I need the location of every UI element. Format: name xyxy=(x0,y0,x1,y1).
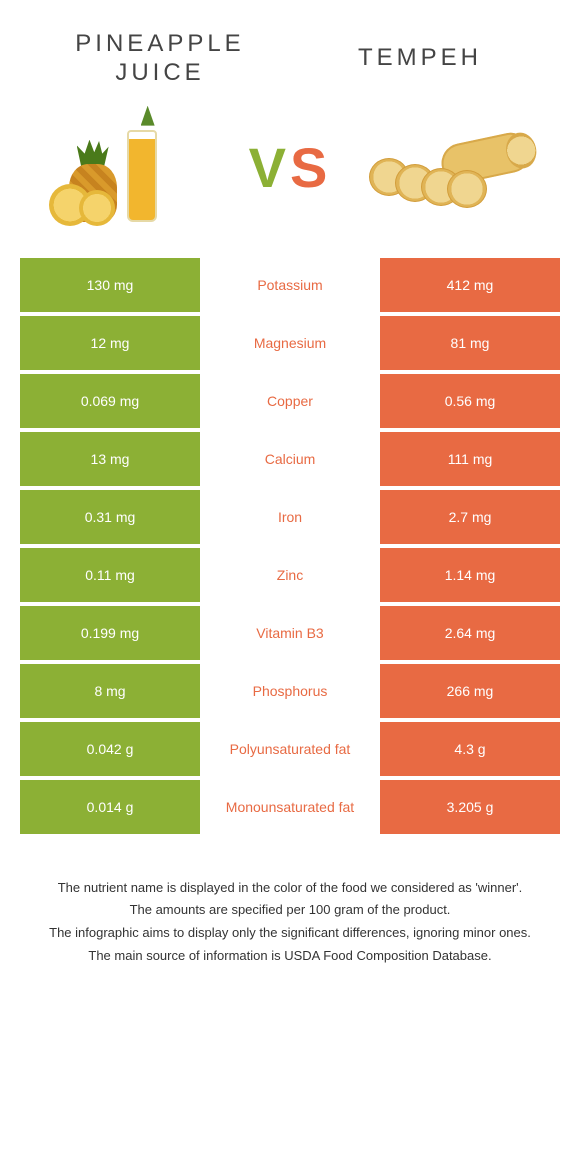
table-row: 13 mgCalcium111 mg xyxy=(20,432,560,486)
table-row: 0.069 mgCopper0.56 mg xyxy=(20,374,560,428)
right-food-image xyxy=(351,108,531,228)
table-row: 0.042 gPolyunsaturated fat4.3 g xyxy=(20,722,560,776)
left-value: 8 mg xyxy=(20,664,200,718)
footnote-line: The amounts are specified per 100 gram o… xyxy=(30,900,550,921)
left-value: 0.11 mg xyxy=(20,548,200,602)
footnotes: The nutrient name is displayed in the co… xyxy=(0,838,580,989)
nutrient-label: Phosphorus xyxy=(200,664,380,718)
table-row: 12 mgMagnesium81 mg xyxy=(20,316,560,370)
left-food-image xyxy=(49,108,229,228)
right-value: 4.3 g xyxy=(380,722,560,776)
right-value: 412 mg xyxy=(380,258,560,312)
left-value: 0.199 mg xyxy=(20,606,200,660)
table-row: 130 mgPotassium412 mg xyxy=(20,258,560,312)
right-value: 0.56 mg xyxy=(380,374,560,428)
nutrient-label: Calcium xyxy=(200,432,380,486)
nutrient-label: Copper xyxy=(200,374,380,428)
right-value: 266 mg xyxy=(380,664,560,718)
table-row: 8 mgPhosphorus266 mg xyxy=(20,664,560,718)
left-value: 0.042 g xyxy=(20,722,200,776)
right-food-title: Tempeh xyxy=(320,30,520,88)
nutrient-label: Iron xyxy=(200,490,380,544)
right-value: 111 mg xyxy=(380,432,560,486)
left-food-title: Pineapple juice xyxy=(60,30,260,88)
left-value: 12 mg xyxy=(20,316,200,370)
left-title-line2: juice xyxy=(115,59,204,86)
left-value: 0.31 mg xyxy=(20,490,200,544)
right-value: 2.7 mg xyxy=(380,490,560,544)
footnote-line: The nutrient name is displayed in the co… xyxy=(30,878,550,899)
right-value: 81 mg xyxy=(380,316,560,370)
nutrient-table: 130 mgPotassium412 mg12 mgMagnesium81 mg… xyxy=(0,258,580,834)
table-row: 0.199 mgVitamin B32.64 mg xyxy=(20,606,560,660)
table-row: 0.014 gMonounsaturated fat3.205 g xyxy=(20,780,560,834)
pineapple-juice-icon xyxy=(49,108,229,228)
right-value: 2.64 mg xyxy=(380,606,560,660)
right-value: 3.205 g xyxy=(380,780,560,834)
left-title-line1: Pineapple xyxy=(75,30,244,57)
left-value: 0.069 mg xyxy=(20,374,200,428)
nutrient-label: Zinc xyxy=(200,548,380,602)
vs-label: VS xyxy=(249,135,332,200)
right-value: 1.14 mg xyxy=(380,548,560,602)
left-value: 0.014 g xyxy=(20,780,200,834)
nutrient-label: Polyunsaturated fat xyxy=(200,722,380,776)
nutrient-label: Vitamin B3 xyxy=(200,606,380,660)
table-row: 0.31 mgIron2.7 mg xyxy=(20,490,560,544)
vs-v-letter: V xyxy=(249,136,290,199)
vs-row: VS xyxy=(0,98,580,258)
nutrient-label: Magnesium xyxy=(200,316,380,370)
footnote-line: The infographic aims to display only the… xyxy=(30,923,550,944)
table-row: 0.11 mgZinc1.14 mg xyxy=(20,548,560,602)
nutrient-label: Potassium xyxy=(200,258,380,312)
nutrient-label: Monounsaturated fat xyxy=(200,780,380,834)
footnote-line: The main source of information is USDA F… xyxy=(30,946,550,967)
tempeh-icon xyxy=(351,108,531,228)
left-value: 13 mg xyxy=(20,432,200,486)
header: Pineapple juice Tempeh xyxy=(0,0,580,98)
left-value: 130 mg xyxy=(20,258,200,312)
vs-s-letter: S xyxy=(290,136,331,199)
